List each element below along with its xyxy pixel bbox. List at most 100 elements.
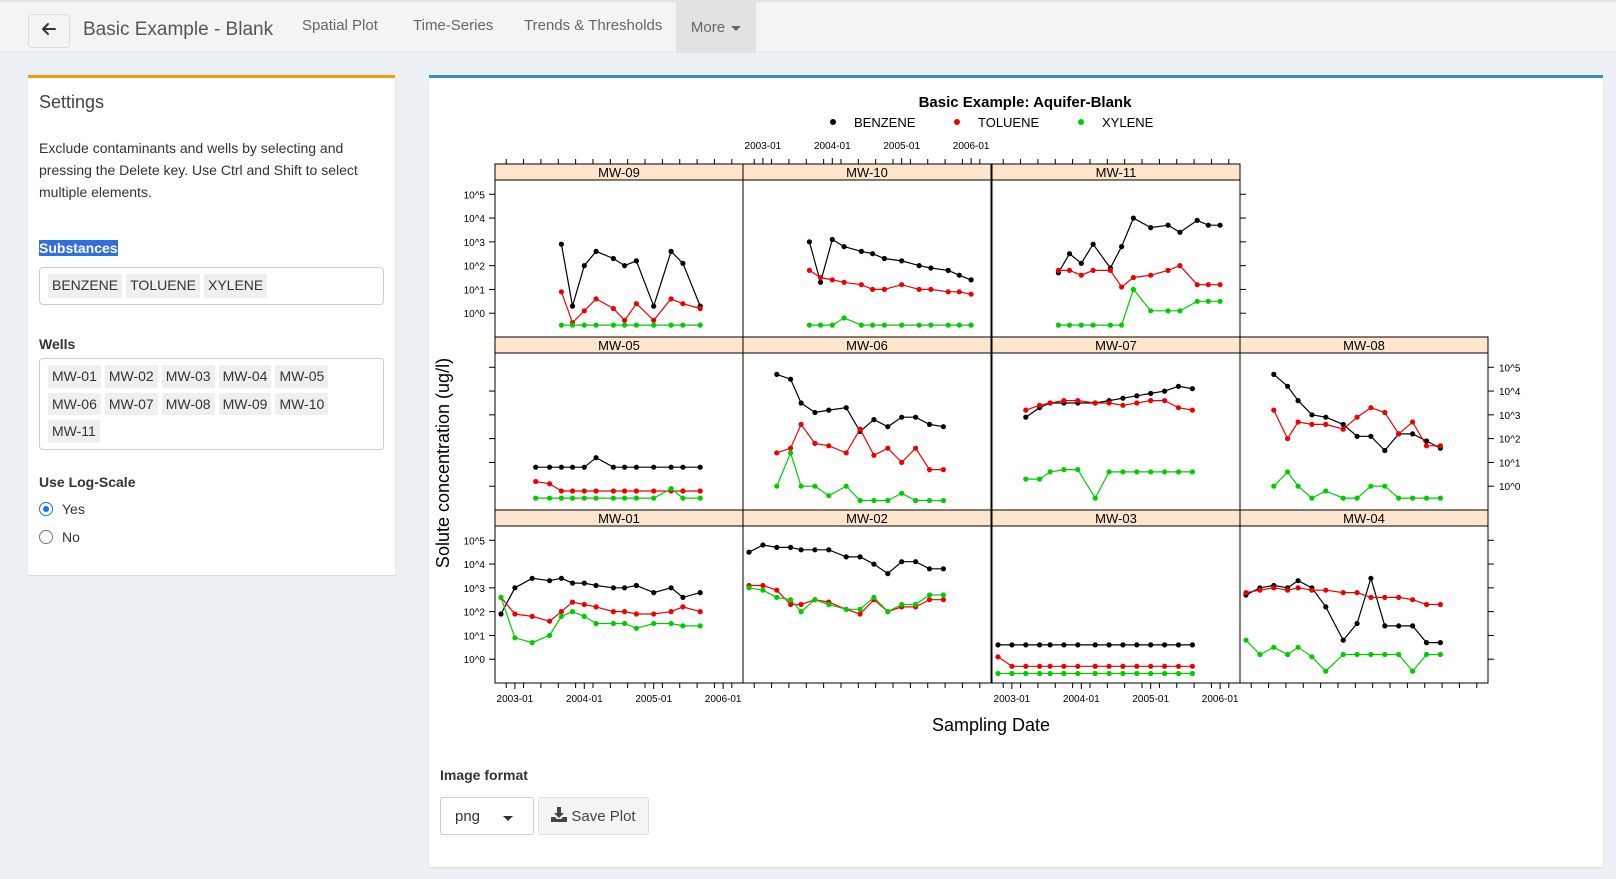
data-point <box>995 654 1001 660</box>
well-chip[interactable]: MW-02 <box>104 365 158 388</box>
back-button[interactable] <box>28 14 70 48</box>
well-chip[interactable]: MW-09 <box>218 392 272 416</box>
more-dropdown[interactable]: More <box>676 2 756 53</box>
data-point <box>1194 217 1200 223</box>
well-chip[interactable]: MW-10 <box>275 392 329 416</box>
data-point <box>610 322 616 328</box>
data-point <box>1271 371 1277 377</box>
x-tick-label: 2006-01 <box>705 694 742 705</box>
data-point <box>1047 663 1053 669</box>
data-point <box>1061 467 1067 473</box>
data-point <box>899 459 905 465</box>
well-chip[interactable]: MW-06 <box>48 392 101 416</box>
data-point <box>1309 587 1315 593</box>
tab-spatial-plot[interactable]: Spatial Plot <box>302 17 378 34</box>
well-chip[interactable]: MW-01 <box>48 365 101 388</box>
log-scale-no-option[interactable]: No <box>39 529 80 545</box>
caret-down-icon <box>503 816 513 821</box>
data-point <box>581 580 587 586</box>
well-chip[interactable]: MW-04 <box>218 365 272 388</box>
well-chip[interactable]: MW-11 <box>48 420 100 443</box>
data-point <box>1162 398 1168 404</box>
data-point <box>1217 298 1223 304</box>
data-point <box>1175 663 1182 669</box>
data-point <box>558 613 564 620</box>
well-chip[interactable]: MW-08 <box>161 392 215 416</box>
data-point <box>1107 322 1113 328</box>
data-point <box>858 248 864 254</box>
radio-no[interactable] <box>39 530 53 544</box>
data-point <box>1285 587 1291 593</box>
data-point <box>1437 651 1443 658</box>
substance-chip[interactable]: BENZENE <box>48 274 123 298</box>
wells-select[interactable]: MW-01 MW-02 MW-03 MW-04 MW-05 MW-06 MW-07 MW-08… <box>39 358 384 450</box>
data-point <box>940 597 946 603</box>
data-point <box>1162 663 1168 669</box>
data-point <box>547 495 553 501</box>
log-scale-yes-option[interactable]: Yes <box>39 501 85 517</box>
data-point <box>512 585 518 591</box>
data-point <box>529 640 535 646</box>
data-point <box>680 495 686 501</box>
legend-label: XYLENE <box>1102 115 1154 130</box>
y-axis-label: Solute concentration (ug/l) <box>433 358 453 568</box>
data-point <box>1295 578 1301 584</box>
data-point <box>1396 495 1402 501</box>
data-point <box>1175 469 1182 475</box>
data-point <box>817 279 824 285</box>
y-tick-label-right: 10^5 <box>1499 363 1521 374</box>
data-point <box>569 495 576 501</box>
radio-yes[interactable] <box>39 502 53 516</box>
data-point <box>812 597 818 603</box>
data-point <box>1340 421 1346 427</box>
series-line <box>1273 373 1441 452</box>
caret-down-icon <box>731 26 742 31</box>
settings-title: Settings <box>39 92 105 112</box>
well-chip[interactable]: MW-03 <box>161 365 215 388</box>
data-point <box>940 467 946 473</box>
data-point <box>841 244 847 250</box>
data-point <box>885 609 891 615</box>
data-point <box>569 599 576 605</box>
x-tick-label: 2004-01 <box>566 694 603 705</box>
data-point <box>829 236 835 243</box>
data-point <box>1047 400 1053 406</box>
data-point <box>1134 400 1140 406</box>
well-chip[interactable]: MW-05 <box>275 365 329 388</box>
data-point <box>1396 623 1402 629</box>
tab-time-series[interactable]: Time-Series <box>413 17 494 34</box>
data-point <box>1092 495 1098 501</box>
panel-frame <box>991 525 1241 684</box>
image-format-select[interactable]: png <box>440 797 534 835</box>
data-point <box>651 488 657 494</box>
data-point <box>1120 469 1126 475</box>
save-plot-button[interactable]: Save Plot <box>538 797 649 835</box>
data-point <box>1120 670 1126 677</box>
substance-chip[interactable]: TOLUENE <box>126 274 200 298</box>
data-point <box>899 601 905 608</box>
data-point <box>841 279 847 285</box>
panel-frame <box>494 179 744 338</box>
y-tick-label: 10^5 <box>464 190 486 201</box>
data-point <box>1309 495 1315 501</box>
save-plot-label: Save Plot <box>571 807 636 825</box>
data-point <box>1119 322 1125 328</box>
data-point <box>1189 663 1195 669</box>
data-point <box>1107 267 1113 273</box>
data-point <box>633 322 639 328</box>
data-point <box>1340 495 1346 501</box>
data-point <box>826 407 832 413</box>
substance-chip[interactable]: XYLENE <box>204 274 268 298</box>
data-point <box>871 417 877 423</box>
x-tick-label: 2004-01 <box>1063 694 1100 705</box>
y-tick-label: 10^4 <box>464 214 486 225</box>
tab-trends-thresholds[interactable]: Trends & Thresholds <box>524 17 663 34</box>
data-point <box>788 376 794 382</box>
substances-select[interactable]: BENZENE TOLUENE XYLENE <box>39 267 384 305</box>
well-chip[interactable]: MW-07 <box>104 392 158 416</box>
app-title: Basic Example - Blank <box>83 19 274 40</box>
data-point <box>1037 476 1043 482</box>
data-point <box>1175 670 1182 677</box>
y-tick-label-right: 10^4 <box>1499 387 1521 398</box>
